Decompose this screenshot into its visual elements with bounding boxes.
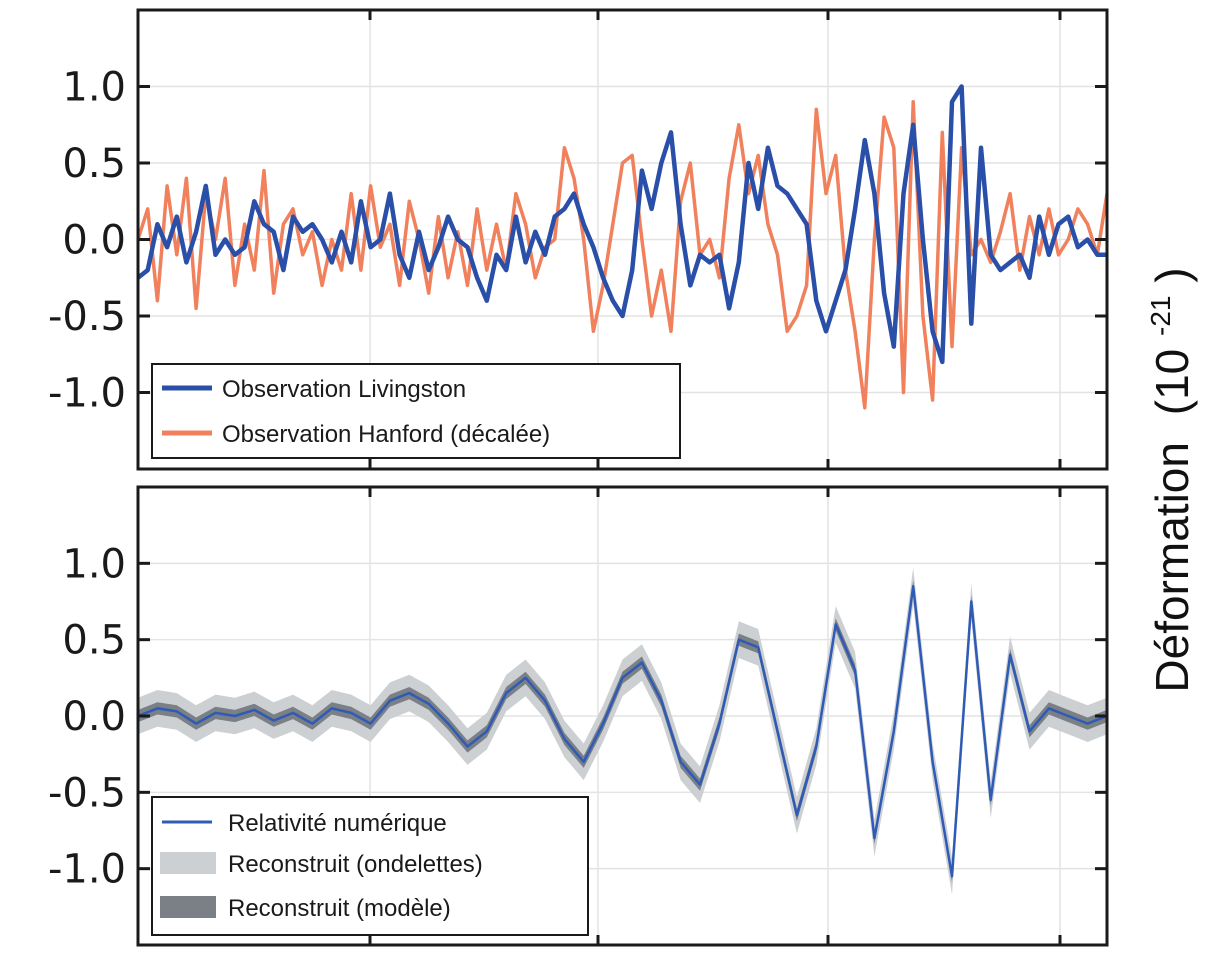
ytick-label: 0.0 [62,694,126,740]
y-axis-unit-exponent: -21 [1145,296,1176,336]
ytick-label: 1.0 [62,541,126,587]
y-axis-unit-close: ) [1146,267,1198,282]
y-axis-unit-open: (10 [1146,349,1198,415]
svg-text:Déformation (10 -2: Déformation (10 -21 ) [1128,267,1198,692]
legend-label-template: Reconstruit (modèle) [228,895,451,922]
series-livingston-line [136,84,1107,365]
legend-label-livingston: Observation Livingston [222,376,466,403]
bottom-ytick-labels: 1.0 0.5 0.0 -0.5 -1.0 [48,541,126,892]
top-ticks [138,10,1107,469]
bottom-legend-box [151,796,589,936]
top-ytick-labels: 1.0 0.5 0.0 -0.5 -1.0 [48,65,126,417]
ytick-label: 0.0 [62,218,126,264]
series-numerical-relativity-line [137,584,1108,878]
legend-swatch-template [160,896,216,918]
ytick-label: -0.5 [48,770,126,816]
y-axis-label: Déformation (10 -21 ) [1128,267,1198,692]
top-legend: Observation Livingston Observation Hanfo… [151,363,681,459]
ytick-label: -1.0 [48,371,126,417]
top-series-group [136,84,1109,410]
bottom-panel: 1.0 0.5 0.0 -0.5 -1.0 Relativité numérique R… [48,485,1109,947]
ytick-label: 0.5 [62,141,126,187]
legend-label-numerical-relativity: Relativité numérique [228,810,447,837]
bottom-ticks [138,487,1107,945]
top-panel: 1.0 0.5 0.0 -0.5 -1.0 Observation Livingston… [48,8,1109,471]
legend-label-wavelet: Reconstruit (ondelettes) [228,851,483,878]
ytick-label: 1.0 [62,65,126,111]
ytick-label: -1.0 [48,847,126,893]
y-axis-label-text: Déformation [1146,442,1198,693]
ytick-label: 0.5 [62,618,126,664]
bottom-series-group [137,567,1108,895]
top-legend-box [151,363,681,459]
legend-label-hanford: Observation Hanford (décalée) [222,421,550,448]
bottom-legend: Relativité numérique Reconstruit (ondele… [151,796,589,936]
legend-swatch-wavelet [160,852,216,874]
series-hanford-line [136,100,1109,410]
ytick-label: -0.5 [48,294,126,340]
